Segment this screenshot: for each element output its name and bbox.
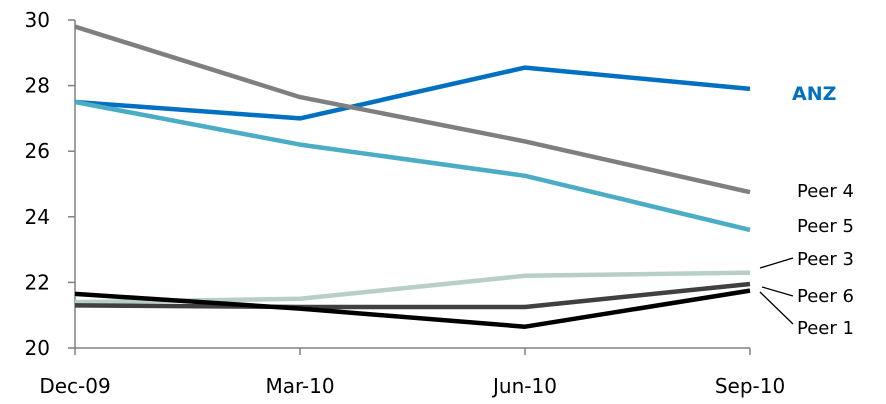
series-line-peer-6 [74, 281, 751, 310]
series-label-peer-1: Peer 1 [797, 318, 854, 339]
leader-line-peer-3 [759, 257, 794, 269]
y-tick-label: 22 [25, 270, 50, 294]
y-tick-label: 26 [25, 139, 50, 163]
y-tick-label: 24 [25, 205, 50, 229]
x-tick-label: Sep-10 [715, 374, 785, 398]
series-label-anz: ANZ [792, 83, 836, 105]
y-tick-label: 28 [25, 74, 50, 98]
series-line-peer-4 [74, 24, 751, 195]
series-label-peer-6: Peer 6 [797, 286, 854, 307]
series-line-peer-1 [74, 288, 751, 329]
series-line-peer-5 [74, 99, 751, 233]
series-label-peer-3: Peer 3 [797, 249, 854, 270]
leader-line-peer-1 [759, 291, 794, 325]
y-tick-label: 20 [25, 336, 50, 360]
x-tick-label: Dec-09 [39, 374, 110, 398]
series-label-peer-5: Peer 5 [797, 216, 854, 237]
series-label-peer-4: Peer 4 [797, 181, 854, 202]
x-tick-label: Mar-10 [265, 374, 334, 398]
series-line-peer-3 [74, 270, 751, 305]
leader-line-peer-6 [761, 286, 794, 297]
series-line-anz [74, 65, 751, 121]
y-tick-label: 30 [25, 8, 50, 32]
x-tick-label: Jun-10 [491, 374, 557, 398]
